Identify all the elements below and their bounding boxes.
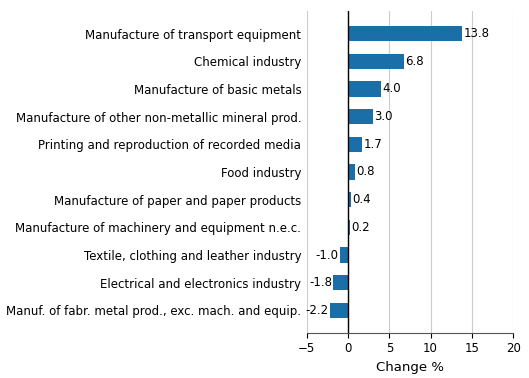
Text: 0.4: 0.4 [353, 193, 371, 206]
Text: 3.0: 3.0 [374, 110, 393, 123]
Bar [348, 54, 404, 69]
Bar [348, 109, 373, 124]
Bar [348, 192, 351, 207]
Text: 4.0: 4.0 [382, 82, 401, 95]
Bar [348, 137, 362, 152]
Bar [330, 303, 348, 318]
Text: -1.0: -1.0 [316, 249, 339, 262]
Text: 1.7: 1.7 [363, 138, 382, 151]
Text: 6.8: 6.8 [405, 55, 424, 68]
Text: 0.2: 0.2 [351, 221, 370, 234]
Text: 0.8: 0.8 [356, 166, 375, 178]
Bar [348, 26, 462, 41]
Text: -1.8: -1.8 [309, 276, 332, 289]
Bar [348, 220, 350, 235]
Bar [348, 81, 381, 96]
Bar [348, 164, 354, 180]
X-axis label: Change %: Change % [376, 361, 444, 374]
Text: 13.8: 13.8 [463, 27, 489, 40]
Text: -2.2: -2.2 [306, 304, 329, 317]
Bar [333, 275, 348, 290]
Bar [340, 248, 348, 263]
